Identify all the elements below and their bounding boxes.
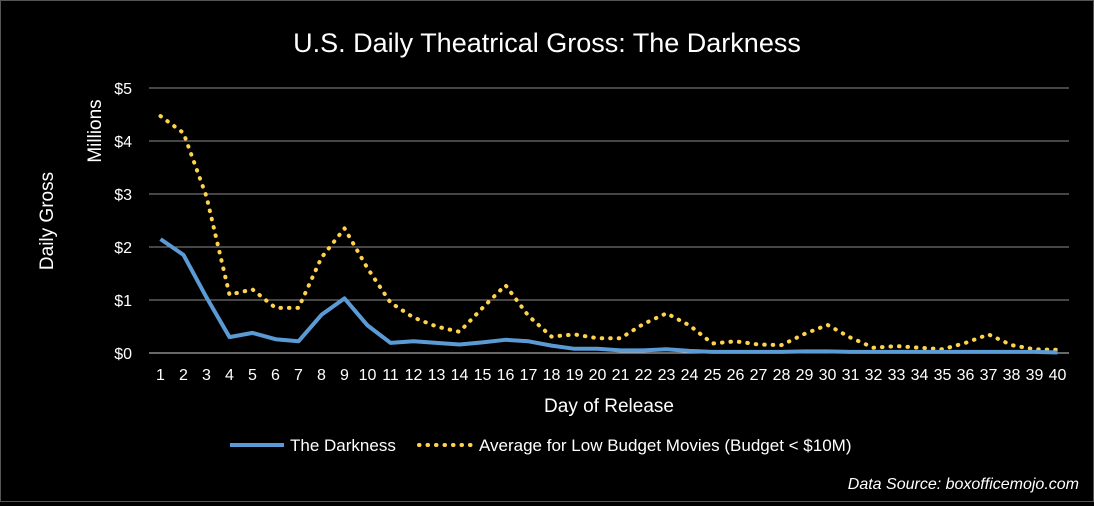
x-tick-label: 2 [179, 367, 188, 384]
x-tick-label: 1 [156, 367, 165, 384]
x-tick-label: 40 [1049, 367, 1067, 384]
x-tick-label: 22 [635, 367, 653, 384]
y-axis-units-label: Millions [85, 99, 106, 162]
x-tick-label: 13 [428, 367, 446, 384]
x-tick-label: 11 [382, 367, 399, 384]
x-tick-label: 3 [202, 367, 211, 384]
x-tick-label: 30 [819, 367, 837, 384]
x-tick-label: 18 [543, 367, 561, 384]
y-axis-label: Daily Gross [37, 172, 58, 270]
series-lines [160, 116, 1057, 353]
y-tick-label: $1 [114, 293, 132, 310]
x-tick-label: 27 [750, 367, 768, 384]
x-tick-label: 29 [796, 367, 814, 384]
x-tick-label: 19 [566, 367, 584, 384]
x-tick-label: 34 [911, 367, 929, 384]
x-axis-label: Day of Release [544, 396, 674, 417]
y-tick-label: $4 [114, 134, 132, 151]
series-line-the-darkness [161, 239, 1058, 352]
legend: The Darkness Average for Low Budget Movi… [230, 436, 851, 455]
x-tick-label: 21 [612, 367, 630, 384]
x-tick-label: 31 [842, 367, 860, 384]
x-tick-label: 33 [888, 367, 906, 384]
x-tick-label: 7 [294, 367, 303, 384]
x-tick-label: 37 [980, 367, 998, 384]
y-tick-label: $2 [114, 240, 132, 257]
legend-label-the-darkness: The Darkness [290, 436, 396, 455]
x-tick-label: 17 [520, 367, 538, 384]
y-tick-label: $5 [114, 81, 132, 98]
x-tick-label: 4 [225, 367, 234, 384]
x-tick-label: 20 [589, 367, 607, 384]
x-tick-label: 12 [405, 367, 423, 384]
x-tick-label: 28 [773, 367, 791, 384]
x-tick-label: 24 [681, 367, 699, 384]
x-tick-label: 39 [1026, 367, 1044, 384]
x-tick-label: 35 [934, 367, 952, 384]
series-line-average [161, 116, 1058, 350]
x-tick-label: 32 [865, 367, 883, 384]
chart-title: U.S. Daily Theatrical Gross: The Darknes… [293, 28, 801, 58]
x-tick-label: 9 [340, 367, 349, 384]
y-axis-ticks: $0 $1 $2 $3 $4 $5 [114, 81, 132, 363]
x-tick-label: 16 [497, 367, 515, 384]
x-tick-label: 5 [248, 367, 257, 384]
x-tick-label: 25 [704, 367, 722, 384]
x-tick-label: 23 [658, 367, 676, 384]
gridlines [149, 88, 1069, 353]
x-tick-label: 8 [317, 367, 326, 384]
x-tick-label: 14 [451, 367, 469, 384]
x-tick-label: 15 [474, 367, 492, 384]
x-tick-label: 26 [727, 367, 745, 384]
y-tick-label: $3 [114, 187, 132, 204]
x-tick-label: 38 [1003, 367, 1021, 384]
data-source-note: Data Source: boxofficemojo.com [848, 476, 1079, 493]
x-tick-label: 10 [359, 367, 377, 384]
legend-label-average: Average for Low Budget Movies (Budget < … [479, 436, 851, 455]
x-tick-label: 36 [957, 367, 975, 384]
y-tick-label: $0 [114, 346, 132, 363]
x-tick-label: 6 [271, 367, 280, 384]
